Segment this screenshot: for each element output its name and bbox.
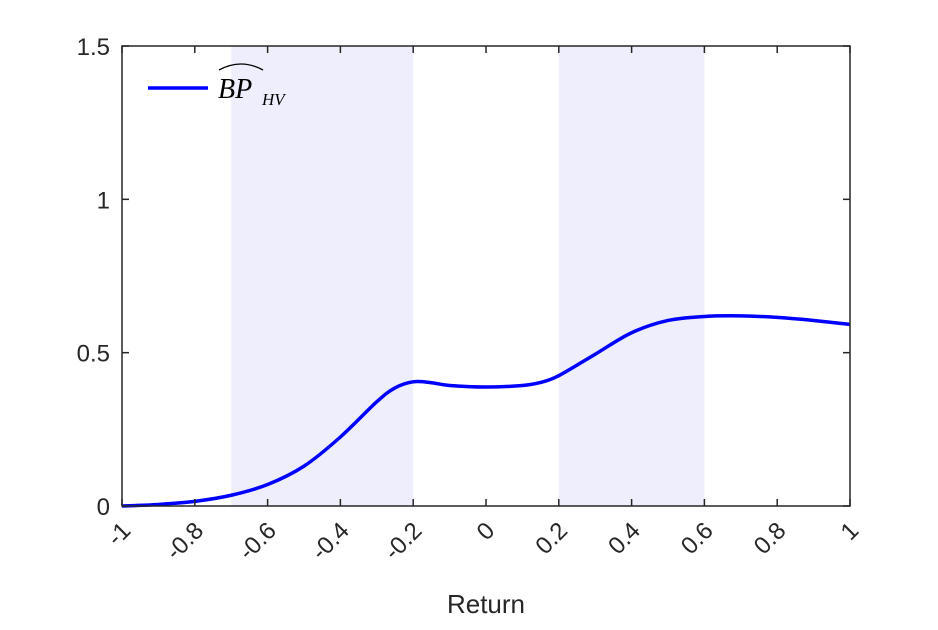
- shaded-regions: [231, 46, 705, 506]
- x-tick-label: -0.6: [234, 517, 282, 565]
- legend: BP HV: [148, 63, 287, 109]
- series-layer: [121, 314, 851, 508]
- x-axis-title: Return: [447, 589, 525, 619]
- legend-hat-accent: [218, 63, 264, 71]
- y-tick-label: 0.5: [77, 341, 110, 368]
- x-tick-labels: -1 -0.8 -0.6 -0.4 -0.2 0 0.2 0.4 0.6 0.8 1: [102, 517, 864, 565]
- x-tick-label: 0.6: [676, 517, 719, 560]
- axis-ticks: [121, 45, 851, 507]
- legend-label: BP: [218, 74, 252, 105]
- x-tick-label: -0.4: [306, 517, 354, 565]
- x-tick-label: -0.2: [379, 517, 427, 565]
- x-tick-label: -1: [102, 517, 136, 551]
- x-tick-label: -0.8: [161, 517, 209, 565]
- x-tick-label: 0: [472, 517, 501, 546]
- y-tick-labels: 0 0.5 1 1.5: [77, 34, 110, 521]
- shaded-region-1: [231, 46, 414, 506]
- legend-label-subscript: HV: [261, 90, 287, 109]
- x-tick-label: 1: [836, 517, 865, 546]
- y-tick-label: 0: [97, 494, 110, 521]
- y-tick-label: 1: [97, 187, 110, 214]
- x-tick-label: 0.8: [749, 517, 792, 560]
- series-line-1: [121, 314, 851, 508]
- shaded-region-2: [558, 46, 705, 506]
- y-tick-label: 1.5: [77, 34, 110, 61]
- x-tick-label: 0.4: [603, 517, 646, 560]
- x-tick-label: 0.2: [530, 517, 573, 560]
